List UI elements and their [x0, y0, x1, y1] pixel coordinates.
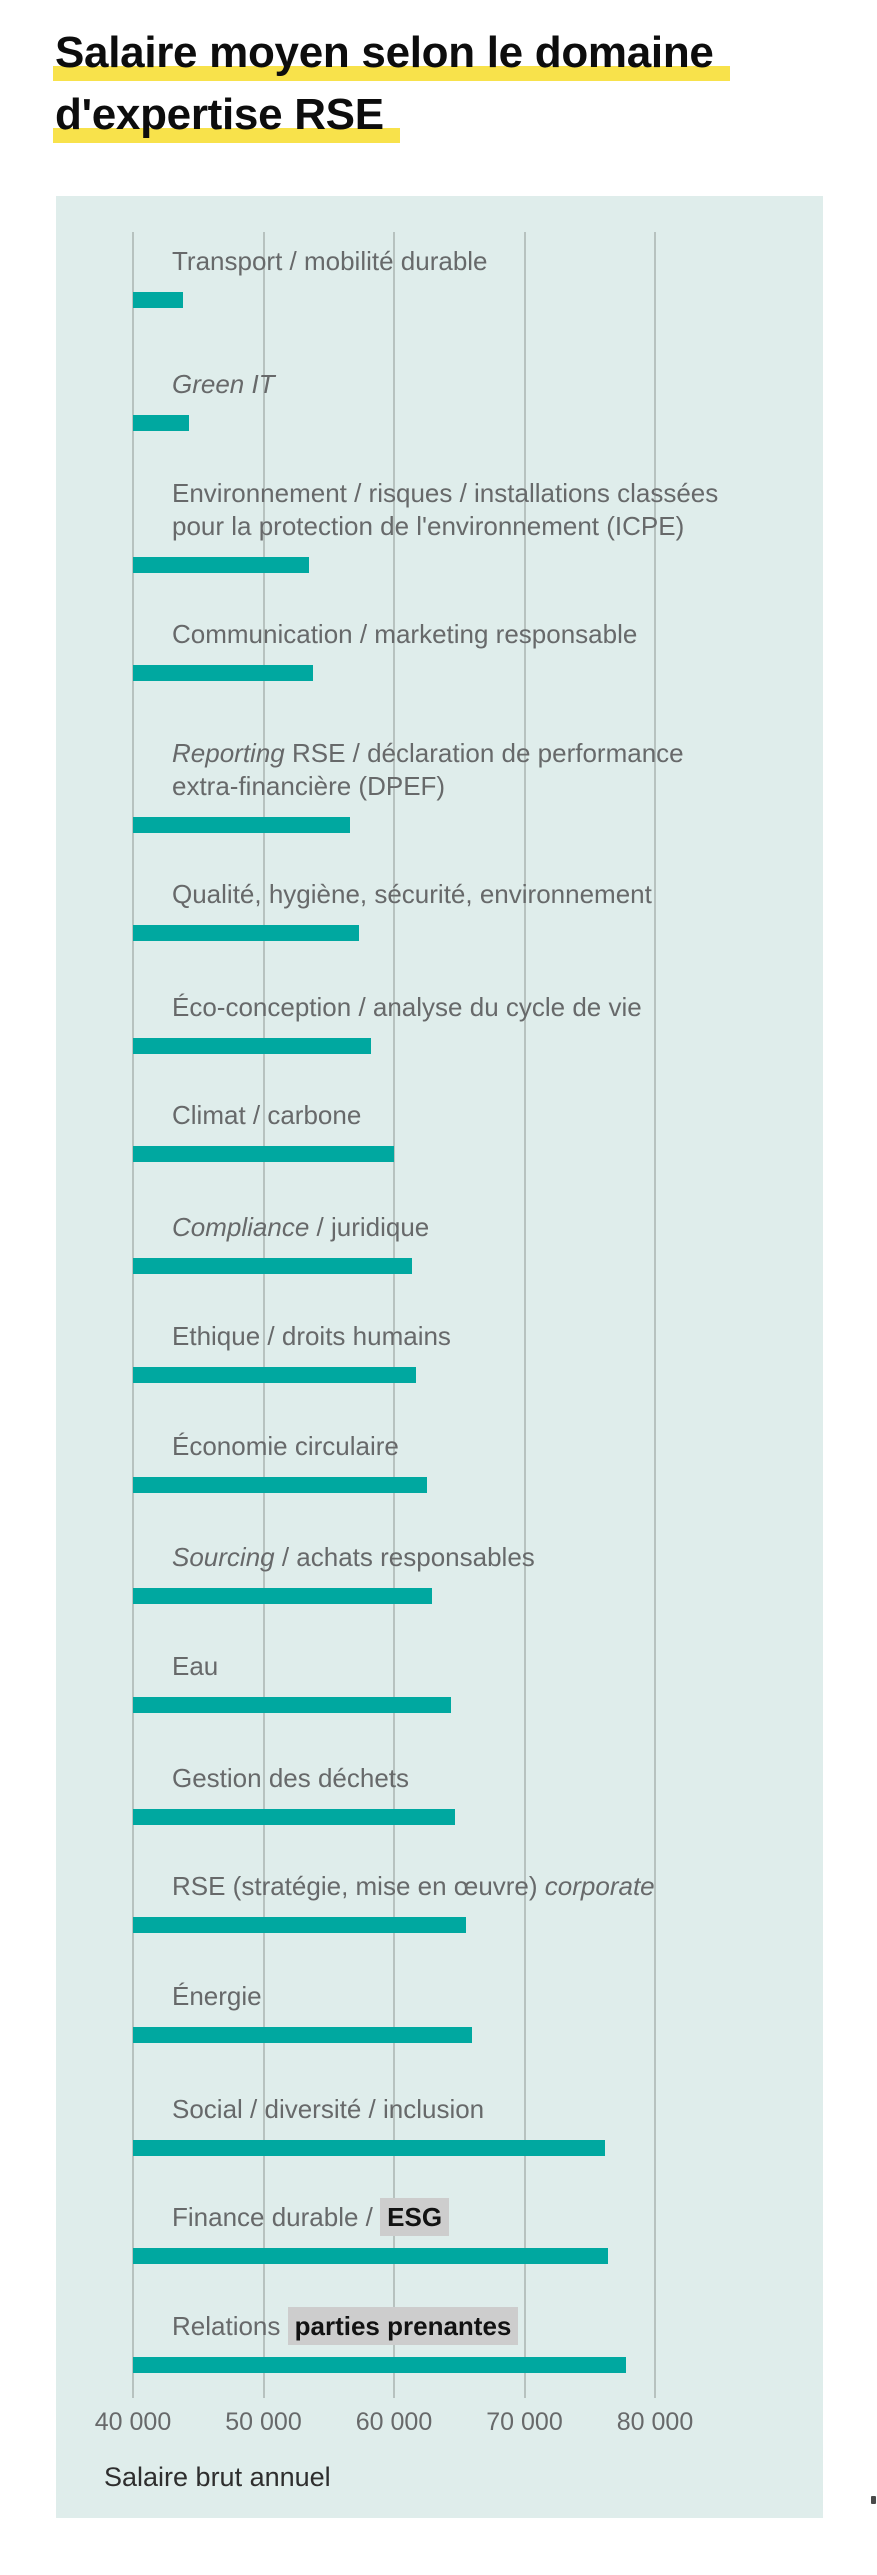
row-label: Relations parties prenantes [172, 2307, 519, 2345]
edge-artifact [871, 2496, 876, 2504]
row-label-text: Gestion des déchets [172, 1763, 410, 1793]
x-tick-label: 70 000 [486, 2408, 563, 2436]
bar [133, 925, 359, 941]
row-label: Sourcing / achats responsables [172, 1541, 535, 1574]
row-label: Ethique / droits humains [172, 1320, 451, 1353]
x-tick-label: 60 000 [355, 2408, 433, 2436]
row-label-text: / juridique [309, 1212, 430, 1242]
bar [133, 415, 190, 431]
bar [133, 2357, 627, 2373]
row-label-text: Ethique / droits humains [172, 1321, 451, 1351]
bar [133, 1588, 432, 1604]
bar [133, 665, 314, 681]
row-label-text: Énergie [172, 1981, 262, 2011]
row-label: Environnement / risques / installations … [172, 477, 718, 543]
row-label: Finance durable / ESG [172, 2198, 450, 2236]
row-label-text: Relations [172, 2311, 288, 2341]
row-label-text: Green IT [172, 369, 275, 399]
bar [133, 1917, 466, 1933]
bar [133, 817, 350, 833]
row-label: Compliance / juridique [172, 1211, 429, 1244]
row-label-keyword: parties prenantes [287, 2307, 519, 2345]
row-label-text: corporate [544, 1871, 655, 1901]
row-label: Gestion des déchets [172, 1762, 409, 1795]
bar [133, 1809, 456, 1825]
chart-title: Salaire moyen selon le domaine d'experti… [53, 22, 730, 146]
bar [133, 1146, 394, 1162]
row-label: Transport / mobilité durable [172, 245, 488, 278]
bar [133, 1477, 427, 1493]
gridline [523, 232, 526, 2398]
row-label: Climat / carbone [172, 1099, 361, 1132]
bar [133, 1038, 371, 1054]
row-label: RSE (stratégie, mise en œuvre) corporate [172, 1870, 655, 1903]
bar [133, 2140, 606, 2156]
x-tick-label: 50 000 [225, 2408, 302, 2436]
bar [133, 1697, 452, 1713]
chart-title-row-1: Salaire moyen selon le domaine [53, 22, 730, 84]
row-label-text: Qualité, hygiène, sécurité, environnemen… [172, 879, 652, 909]
row-label-text: Finance durable / [172, 2202, 381, 2232]
x-tick-label: 80 000 [616, 2408, 694, 2436]
row-label-text: pour la protection de l'environnement (I… [172, 511, 685, 541]
row-label: Eau [172, 1650, 218, 1683]
gridline [262, 232, 265, 2398]
row-label: Éco-conception / analyse du cycle de vie [172, 991, 642, 1024]
row-label-text: Reporting [172, 738, 285, 768]
row-label-text: Eau [172, 1651, 219, 1681]
title-line-2: d'expertise RSE [53, 84, 400, 146]
row-label-text: / achats responsables [274, 1542, 535, 1572]
bar [133, 2027, 473, 2043]
row-label: Communication / marketing responsable [172, 618, 637, 651]
gridline [393, 232, 395, 2398]
row-label-text: Environnement / risques / installations … [172, 478, 719, 508]
bar [133, 557, 310, 573]
row-label-text: Économie circulaire [172, 1431, 399, 1461]
x-axis-title: Salaire brut annuel [104, 2462, 331, 2492]
row-label-text: RSE (stratégie, mise en œuvre) [172, 1871, 545, 1901]
row-label-text: Compliance [172, 1212, 310, 1242]
bar [133, 292, 183, 308]
bar [133, 1367, 417, 1383]
title-line-1: Salaire moyen selon le domaine [53, 22, 730, 84]
bar [133, 1258, 413, 1274]
row-label: Green IT [172, 368, 275, 401]
row-label: Reporting RSE / déclaration de performan… [172, 737, 684, 803]
row-label-text: Climat / carbone [172, 1100, 362, 1130]
row-label-text: Sourcing [172, 1542, 275, 1572]
row-label: Énergie [172, 1980, 262, 2013]
bar [133, 2248, 609, 2264]
row-label-keyword: ESG [380, 2198, 450, 2236]
row-label-text: Transport / mobilité durable [172, 246, 488, 276]
row-label-text: RSE / déclaration de performance [284, 738, 684, 768]
row-label-text: Éco-conception / analyse du cycle de vie [172, 992, 642, 1022]
row-label: Économie circulaire [172, 1430, 399, 1463]
row-label-text: extra-financière (DPEF) [172, 771, 446, 801]
row-label-text: Social / diversité / inclusion [172, 2094, 485, 2124]
x-tick-label: 40 000 [94, 2408, 172, 2436]
row-label: Qualité, hygiène, sécurité, environnemen… [172, 878, 652, 911]
chart-title-row-2: d'expertise RSE [53, 84, 714, 146]
gridline [654, 232, 656, 2398]
gridline [132, 232, 134, 2398]
row-label: Social / diversité / inclusion [172, 2093, 484, 2126]
row-label-text: Communication / marketing responsable [172, 619, 638, 649]
chart-panel: Transport / mobilité durable Green IT Envi… [56, 196, 823, 2518]
